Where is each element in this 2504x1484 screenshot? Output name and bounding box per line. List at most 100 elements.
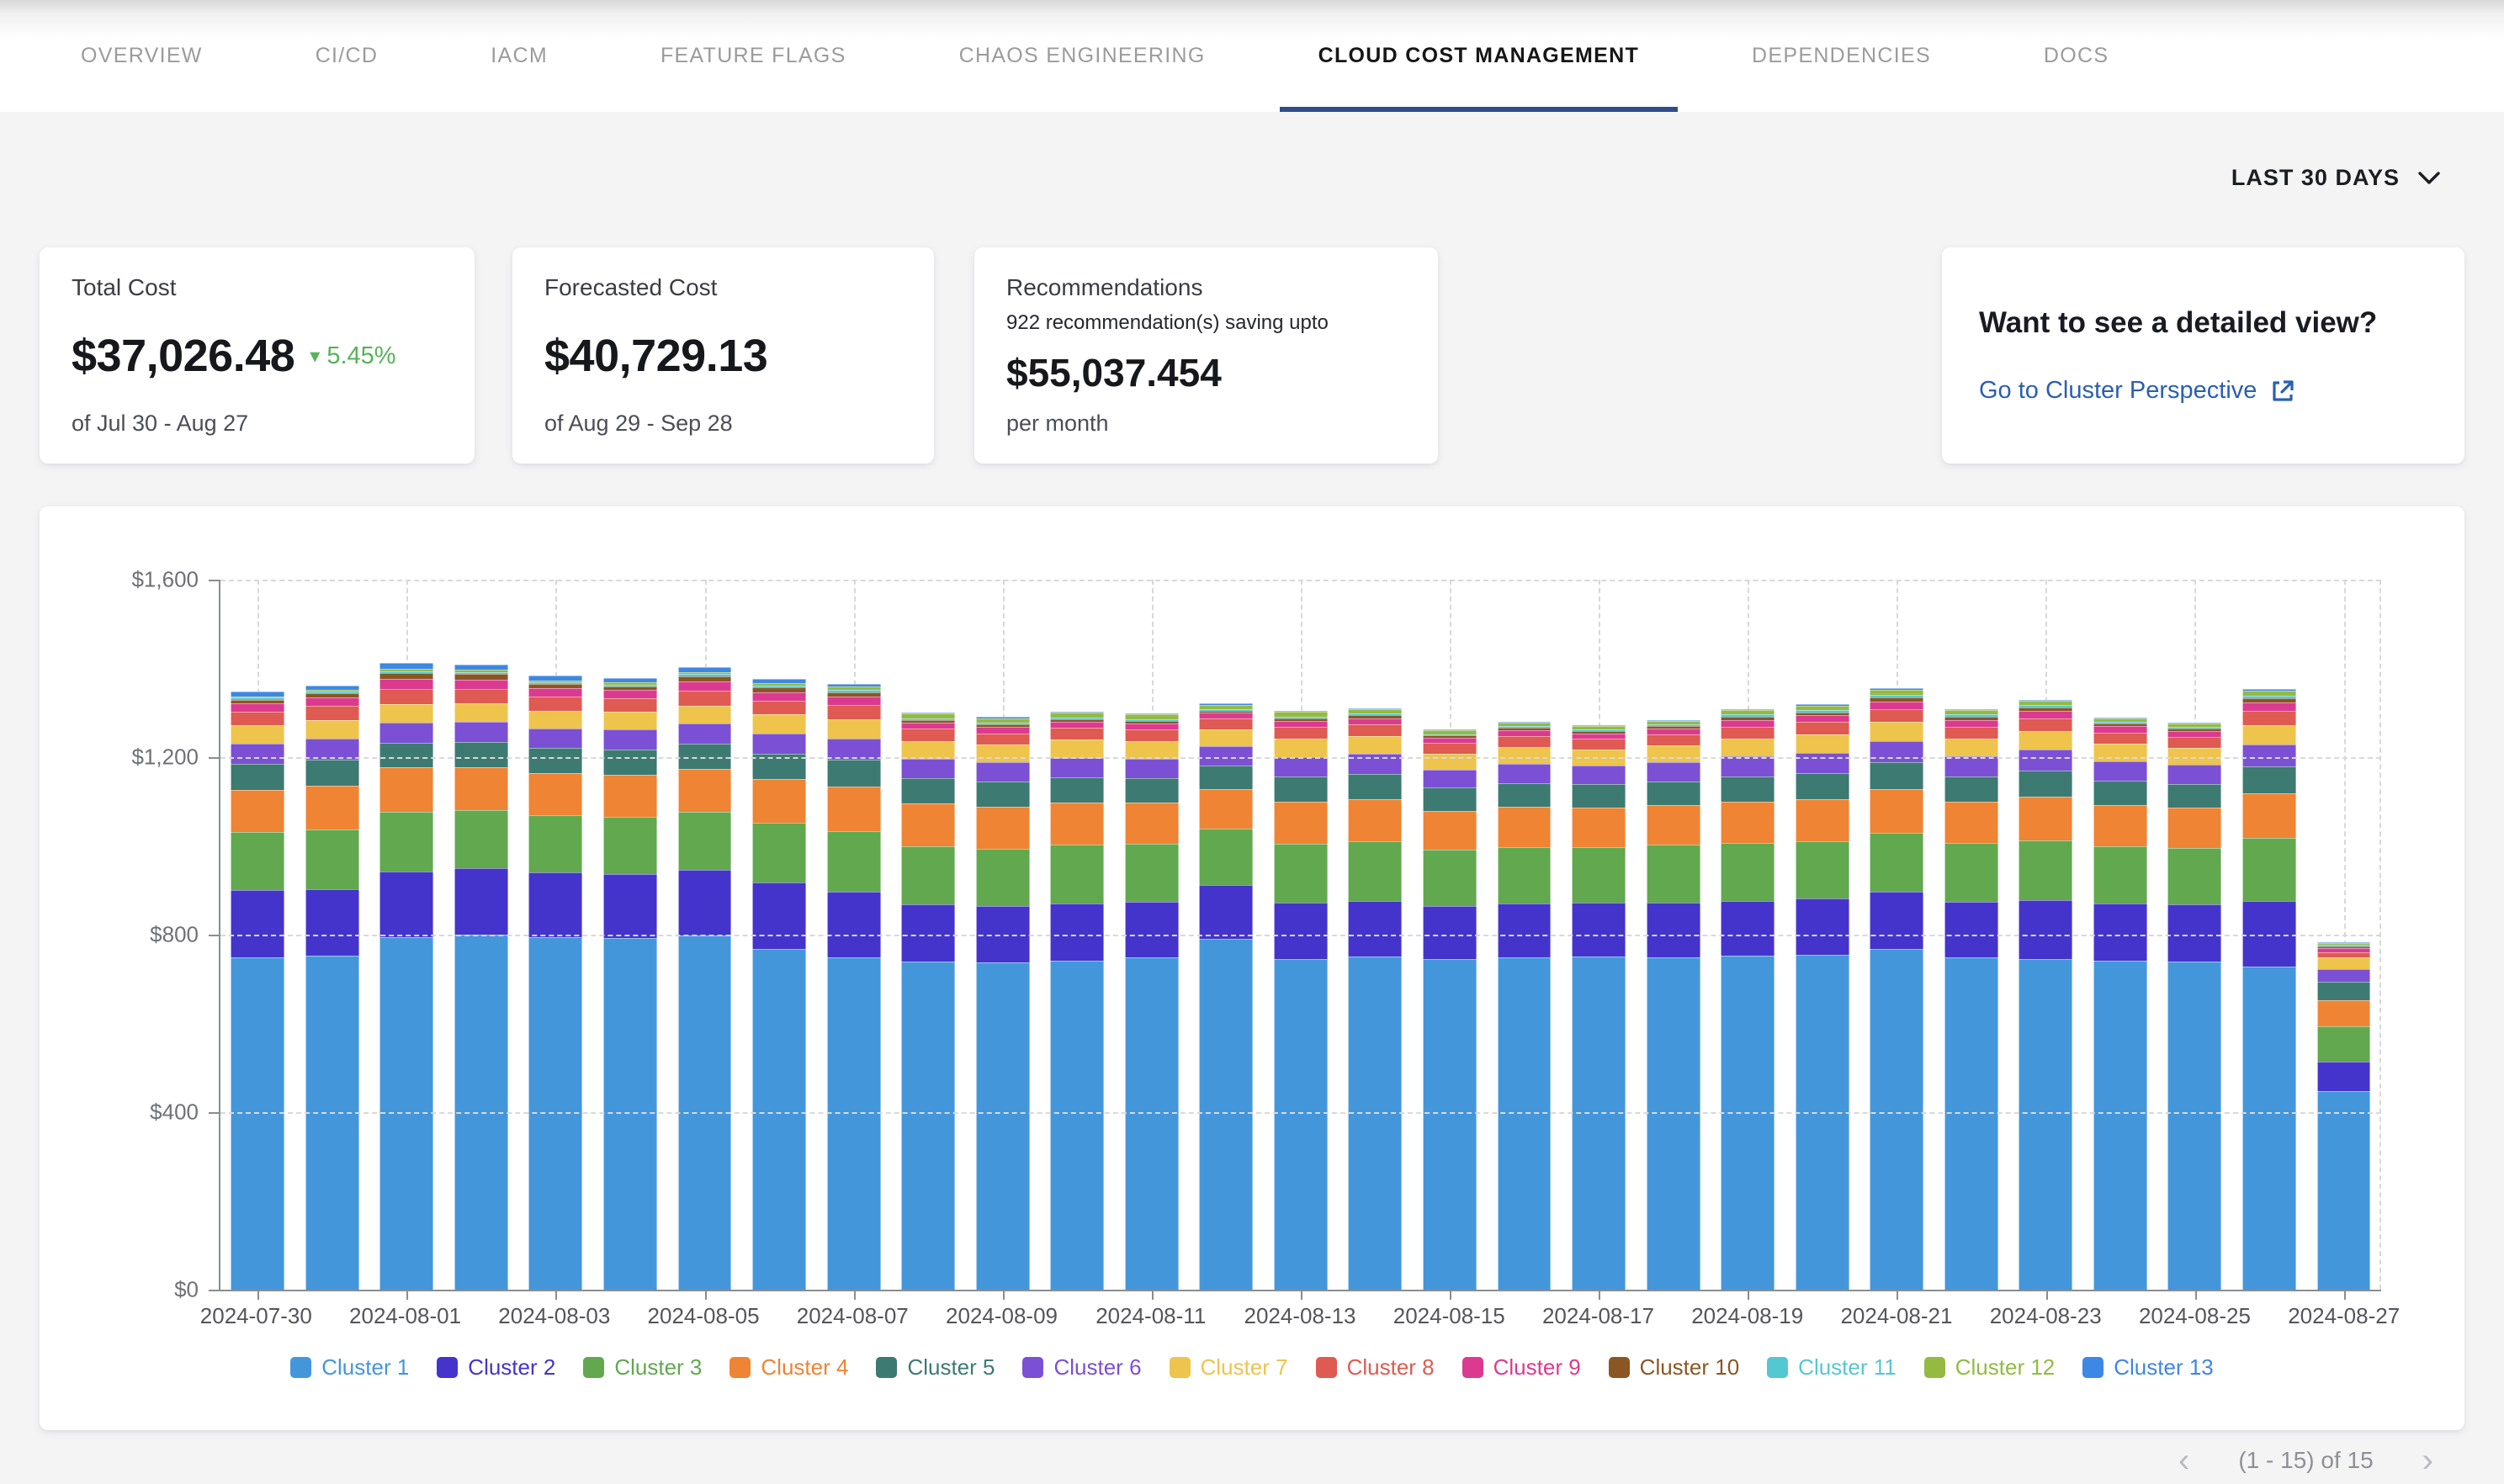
tab-ci-cd[interactable]: CI/CD: [316, 0, 379, 112]
tab-dependencies[interactable]: DEPENDENCIES: [1752, 0, 1931, 112]
bar-segment-cluster-4[interactable]: [305, 786, 358, 829]
bar-segment-cluster-9[interactable]: [305, 697, 358, 706]
bar-segment-cluster-1[interactable]: [2317, 1091, 2370, 1290]
bar-segment-cluster-5[interactable]: [1125, 778, 1178, 803]
bar-segment-cluster-4[interactable]: [529, 773, 582, 815]
bar-segment-cluster-9[interactable]: [1498, 730, 1551, 736]
bar-segment-cluster-8[interactable]: [753, 701, 806, 715]
bar-segment-cluster-2[interactable]: [2094, 904, 2147, 961]
bar-segment-cluster-3[interactable]: [2317, 1026, 2370, 1062]
bar-segment-cluster-2[interactable]: [380, 872, 433, 937]
bar-segment-cluster-4[interactable]: [2243, 793, 2296, 838]
bar-segment-cluster-6[interactable]: [380, 723, 433, 743]
bar-segment-cluster-5[interactable]: [2019, 771, 2072, 797]
bar-segment-cluster-13[interactable]: [380, 663, 433, 669]
bar-segment-cluster-2[interactable]: [1200, 885, 1253, 939]
bar-segment-cluster-3[interactable]: [1498, 847, 1551, 904]
bar-segment-cluster-8[interactable]: [1796, 722, 1849, 734]
bar-segment-cluster-7[interactable]: [1870, 722, 1923, 741]
bar-segment-cluster-8[interactable]: [604, 698, 657, 712]
bar-segment-cluster-9[interactable]: [1944, 720, 1997, 727]
cluster-perspective-link[interactable]: Go to Cluster Perspective: [1979, 377, 2432, 405]
bar-segment-cluster-6[interactable]: [1796, 753, 1849, 773]
bar-segment-cluster-2[interactable]: [2317, 1062, 2370, 1090]
bar-segment-cluster-6[interactable]: [976, 762, 1029, 782]
bar-segment-cluster-3[interactable]: [902, 846, 955, 905]
bar-segment-cluster-4[interactable]: [1051, 803, 1104, 845]
bar-segment-cluster-4[interactable]: [827, 787, 880, 831]
bar-segment-cluster-3[interactable]: [678, 812, 731, 870]
bar-segment-cluster-7[interactable]: [1796, 734, 1849, 753]
bar-segment-cluster-5[interactable]: [1274, 776, 1327, 802]
bar-segment-cluster-7[interactable]: [454, 703, 507, 722]
bar-segment-cluster-2[interactable]: [231, 890, 284, 957]
bar-segment-cluster-2[interactable]: [1125, 902, 1178, 957]
legend-item-cluster-3[interactable]: Cluster 3: [583, 1354, 702, 1381]
bar-segment-cluster-9[interactable]: [902, 723, 955, 729]
bar-segment-cluster-9[interactable]: [380, 679, 433, 689]
tab-iacm[interactable]: IACM: [491, 0, 548, 112]
bar-segment-cluster-1[interactable]: [1796, 955, 1849, 1290]
bar-segment-cluster-3[interactable]: [1647, 845, 1700, 903]
bar-segment-cluster-8[interactable]: [2168, 737, 2221, 748]
bar-segment-cluster-9[interactable]: [1125, 723, 1178, 729]
legend-item-cluster-4[interactable]: Cluster 4: [729, 1354, 848, 1381]
bar-segment-cluster-5[interactable]: [1051, 777, 1104, 803]
bar-segment-cluster-6[interactable]: [231, 744, 284, 764]
bar-segment-cluster-8[interactable]: [2094, 733, 2147, 745]
bar-segment-cluster-6[interactable]: [1722, 756, 1775, 776]
bar-segment-cluster-3[interactable]: [2168, 848, 2221, 905]
bar-segment-cluster-3[interactable]: [1349, 841, 1402, 901]
bar-segment-cluster-7[interactable]: [902, 741, 955, 759]
bar-segment-cluster-1[interactable]: [1573, 957, 1626, 1290]
bar-segment-cluster-2[interactable]: [1796, 898, 1849, 954]
bar-segment-cluster-4[interactable]: [753, 779, 806, 823]
bar-segment-cluster-2[interactable]: [827, 892, 880, 957]
bar-segment-cluster-2[interactable]: [2019, 900, 2072, 959]
bar-segment-cluster-4[interactable]: [1200, 789, 1253, 829]
bar-segment-cluster-7[interactable]: [305, 720, 358, 739]
bar-segment-cluster-2[interactable]: [1870, 892, 1923, 949]
legend-item-cluster-12[interactable]: Cluster 12: [1924, 1354, 2056, 1381]
bar-segment-cluster-6[interactable]: [2094, 761, 2147, 781]
bar-segment-cluster-8[interactable]: [678, 691, 731, 705]
bar-segment-cluster-8[interactable]: [1424, 743, 1477, 754]
bar-segment-cluster-8[interactable]: [305, 706, 358, 720]
bar-segment-cluster-2[interactable]: [604, 874, 657, 938]
bar-segment-cluster-1[interactable]: [1944, 957, 1997, 1290]
bar-segment-cluster-9[interactable]: [454, 680, 507, 689]
bar-segment-cluster-9[interactable]: [1647, 729, 1700, 734]
bar-segment-cluster-8[interactable]: [231, 712, 284, 725]
bar-segment-cluster-7[interactable]: [1944, 739, 1997, 756]
bar-segment-cluster-3[interactable]: [1722, 843, 1775, 901]
bar-segment-cluster-5[interactable]: [1424, 787, 1477, 810]
bar-segment-cluster-4[interactable]: [1424, 811, 1477, 850]
bar-segment-cluster-7[interactable]: [2168, 748, 2221, 765]
bar-segment-cluster-4[interactable]: [1944, 802, 1997, 844]
bar-segment-cluster-5[interactable]: [678, 744, 731, 769]
bar-segment-cluster-7[interactable]: [604, 712, 657, 729]
bar-segment-cluster-8[interactable]: [1944, 727, 1997, 739]
bar-segment-cluster-5[interactable]: [976, 782, 1029, 807]
bar-segment-cluster-9[interactable]: [1274, 721, 1327, 727]
bar-segment-cluster-5[interactable]: [1796, 773, 1849, 799]
bar-segment-cluster-4[interactable]: [1274, 802, 1327, 844]
legend-item-cluster-10[interactable]: Cluster 10: [1609, 1354, 1740, 1381]
bar-segment-cluster-4[interactable]: [1870, 789, 1923, 833]
bar-segment-cluster-4[interactable]: [604, 775, 657, 817]
bar-segment-cluster-4[interactable]: [1125, 803, 1178, 844]
bar-segment-cluster-7[interactable]: [1200, 729, 1253, 746]
bar-segment-cluster-8[interactable]: [2243, 711, 2296, 725]
bar-segment-cluster-5[interactable]: [1870, 762, 1923, 789]
bar-segment-cluster-6[interactable]: [1498, 764, 1551, 783]
tab-overview[interactable]: OVERVIEW: [81, 0, 203, 112]
legend-item-cluster-7[interactable]: Cluster 7: [1170, 1354, 1288, 1381]
bar-segment-cluster-8[interactable]: [1349, 724, 1402, 736]
bar-segment-cluster-5[interactable]: [1498, 783, 1551, 807]
bar-segment-cluster-3[interactable]: [1796, 841, 1849, 899]
bar-segment-cluster-9[interactable]: [604, 690, 657, 697]
bar-segment-cluster-6[interactable]: [2243, 745, 2296, 766]
bar-segment-cluster-7[interactable]: [1647, 745, 1700, 762]
bar-segment-cluster-5[interactable]: [1349, 774, 1402, 799]
bar-segment-cluster-9[interactable]: [1051, 722, 1104, 728]
